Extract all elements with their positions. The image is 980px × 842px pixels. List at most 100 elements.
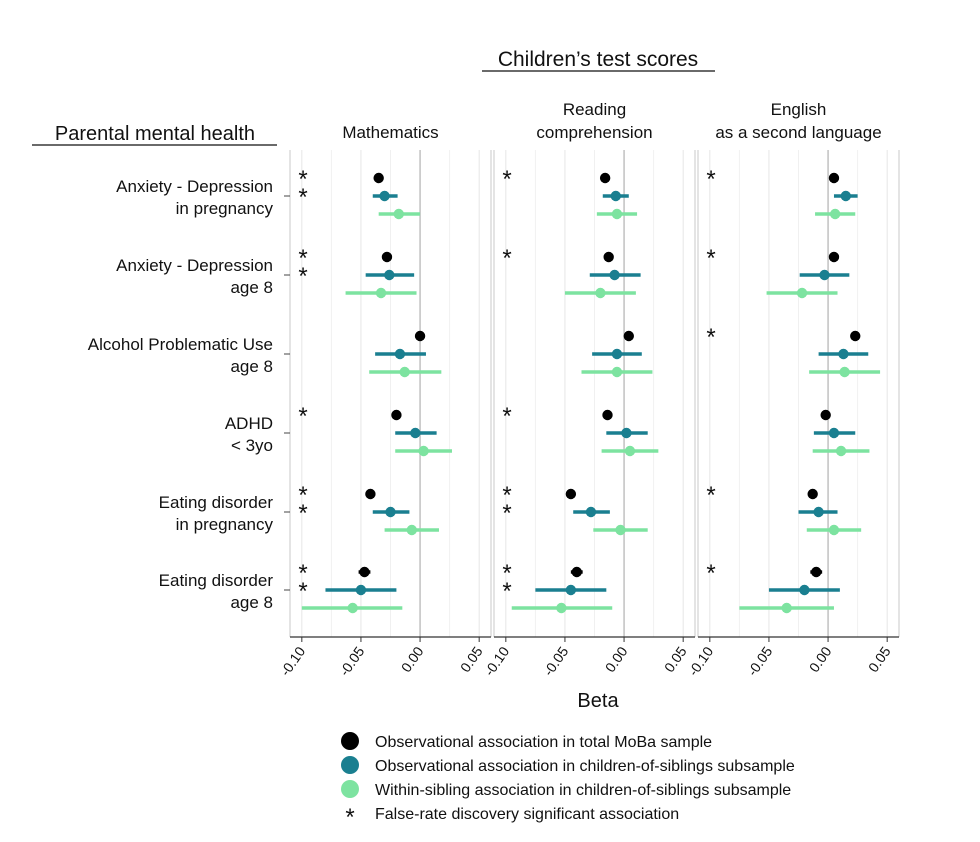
point-estimate (571, 566, 582, 578)
row-label: age 8 (230, 593, 273, 612)
point-estimate (839, 366, 850, 378)
point-estimate (624, 445, 636, 457)
legend-item: * False-rate discovery significant associ… (345, 804, 679, 831)
chart-title: Children’s test scores (498, 48, 698, 71)
x-tick-label: 0.05 (865, 643, 894, 675)
significance-star: * (298, 263, 307, 290)
legend-item: Within-sibling association in children-o… (341, 780, 791, 799)
point-estimate (384, 269, 395, 281)
significance-star: * (502, 245, 511, 272)
significance-star: * (706, 560, 715, 587)
panel-title: as a second language (715, 123, 881, 142)
point-estimate (565, 584, 577, 596)
point-estimate (602, 409, 613, 421)
point-estimate (811, 566, 822, 578)
legend-marker (341, 780, 359, 798)
point-estimate (799, 584, 810, 596)
significance-star: * (502, 578, 511, 605)
row-label: age 8 (230, 357, 273, 376)
point-estimate (807, 488, 818, 500)
significance-star: * (298, 166, 307, 193)
point-estimate (391, 409, 402, 421)
x-tick-label: -0.05 (744, 643, 776, 678)
point-estimate (609, 269, 620, 281)
x-tick-label: -0.10 (481, 643, 513, 678)
legend-marker (341, 756, 359, 774)
panel-title: English (771, 100, 827, 119)
significance-star: * (298, 403, 307, 430)
point-estimate (394, 348, 406, 360)
point-estimate (399, 366, 410, 378)
point-estimate (611, 348, 623, 360)
point-estimate (603, 251, 614, 263)
point-estimate (828, 172, 840, 184)
significance-star: * (502, 560, 511, 587)
point-estimate (621, 427, 632, 439)
point-estimate (595, 287, 606, 299)
panel-title: comprehension (536, 123, 652, 142)
point-estimate (406, 524, 417, 536)
x-tick-label: 0.00 (602, 643, 631, 675)
point-estimate (828, 524, 840, 536)
significance-star: * (298, 482, 307, 509)
point-estimate (611, 366, 623, 378)
point-estimate (850, 330, 861, 342)
row-3: ADHD < 3yo * * (225, 403, 870, 457)
point-estimate (615, 524, 626, 536)
significance-star: * (706, 166, 715, 193)
point-estimate (820, 409, 831, 421)
point-estimate (410, 427, 421, 439)
row-label: in pregnancy (176, 515, 274, 534)
significance-star: * (706, 324, 715, 351)
point-estimate (381, 251, 393, 263)
x-tick-label: 0.00 (806, 643, 835, 675)
x-axis-label: Beta (577, 690, 619, 712)
point-estimate (796, 287, 808, 299)
x-tick-label: 0.00 (398, 643, 427, 675)
panel-title: Reading (563, 100, 626, 119)
significance-star: * (502, 482, 511, 509)
legend-marker: * (345, 804, 354, 831)
significance-star: * (502, 166, 511, 193)
significance-star: * (298, 500, 307, 527)
point-estimate (385, 506, 396, 518)
row-label: ADHD (225, 414, 273, 433)
point-estimate (365, 488, 376, 500)
point-estimate (393, 208, 404, 220)
significance-star: * (706, 245, 715, 272)
significance-star: * (502, 403, 511, 430)
significance-star: * (298, 578, 307, 605)
row-label: Eating disorder (159, 571, 274, 590)
legend-marker (341, 732, 359, 750)
point-estimate (418, 445, 429, 457)
x-tick-label: -0.05 (540, 643, 572, 678)
point-estimate (556, 602, 567, 614)
row-label: Anxiety - Depression (116, 177, 273, 196)
legend-item: Observational association in total MoBa … (341, 732, 712, 751)
point-estimate (379, 190, 390, 202)
significance-star: * (502, 500, 511, 527)
point-estimate (840, 190, 851, 202)
point-estimate (623, 330, 634, 342)
point-estimate (610, 190, 621, 202)
x-tick-label: -0.05 (336, 643, 368, 678)
x-tick-label: -0.10 (685, 643, 717, 678)
point-estimate (355, 584, 367, 596)
point-estimate (828, 251, 840, 263)
row-header: Parental mental health (55, 123, 255, 145)
x-tick-label: -0.10 (277, 643, 309, 678)
significance-star: * (298, 560, 307, 587)
point-estimate (835, 445, 847, 457)
point-estimate (373, 172, 384, 184)
point-estimate (828, 427, 840, 439)
legend-label: Observational association in total MoBa … (375, 734, 712, 751)
point-estimate (611, 208, 623, 220)
point-estimate (347, 602, 358, 614)
